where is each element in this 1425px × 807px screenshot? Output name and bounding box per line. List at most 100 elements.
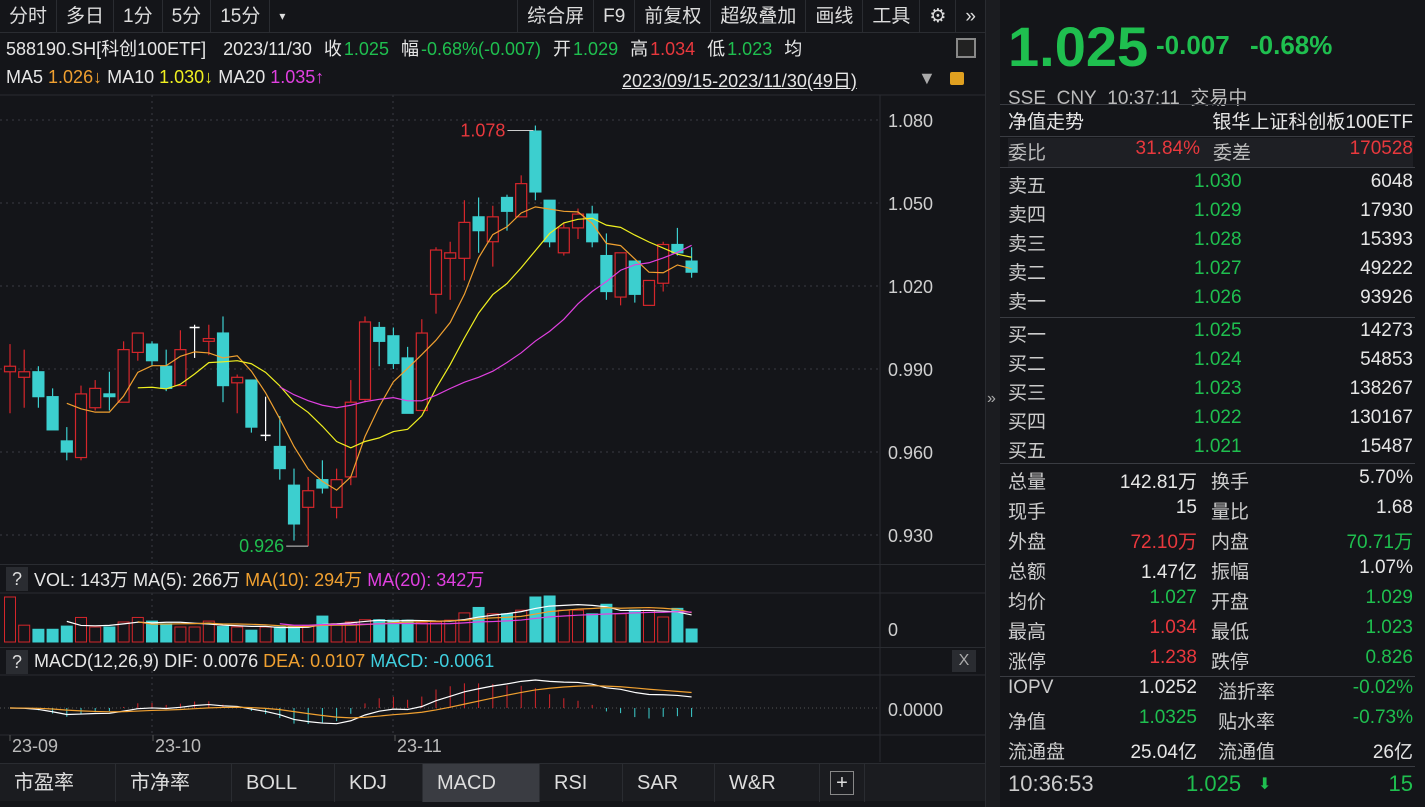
bid-level-row[interactable]: 买一 1.025 14273 — [1008, 320, 1413, 349]
candle-body — [671, 243, 684, 254]
date: 2023/11/30 — [223, 39, 312, 59]
volume-bar — [628, 609, 641, 643]
candle-body — [642, 279, 656, 306]
candle-body — [60, 440, 73, 453]
indicator-tabs: 市盈率 市净率 BOLL KDJ MACD RSI SAR W&R + — [0, 763, 985, 802]
max-price-label: 1.078 — [460, 121, 505, 141]
candle-body — [444, 252, 457, 259]
tab-macd[interactable]: MACD — [423, 764, 540, 802]
composite-screen-button[interactable]: 综合屏 — [517, 0, 593, 33]
volume-bar — [515, 609, 528, 643]
candle-body — [458, 221, 471, 259]
tick-price: 1.025 — [1186, 771, 1242, 796]
period-dropdown-icon[interactable]: ▾ — [279, 8, 286, 23]
candle-body — [429, 249, 443, 295]
bid-level-row[interactable]: 买四 1.022 130167 — [1008, 407, 1413, 436]
close-label: 收 — [323, 39, 342, 59]
tab-5min[interactable]: 5分 — [163, 0, 212, 33]
draw-line-button[interactable]: 画线 — [805, 0, 862, 33]
macd-axis-label: 0.0000 — [888, 700, 943, 720]
tab-sar[interactable]: SAR — [623, 764, 715, 802]
level-volume: 17930 — [1360, 200, 1413, 221]
ask-level-row[interactable]: 卖二 1.027 49222 — [1008, 258, 1413, 287]
change-label: 幅 — [400, 39, 419, 59]
tab-pe[interactable]: 市盈率 — [0, 764, 116, 802]
macd-dea: DEA: 0.0107 — [263, 651, 366, 671]
candle-body — [287, 484, 301, 525]
volume-bar — [103, 626, 116, 643]
window-icon[interactable] — [956, 38, 976, 58]
candle-body — [46, 396, 59, 431]
stat-label: 涨停 — [1008, 652, 1047, 673]
tab-boll[interactable]: BOLL — [232, 764, 335, 802]
price-tick-label: 0.960 — [888, 443, 933, 463]
date-tick-label: 23-11 — [397, 736, 442, 756]
tab-rsi[interactable]: RSI — [540, 764, 623, 802]
ask-level-row[interactable]: 卖四 1.029 17930 — [1008, 200, 1413, 229]
price-change: -0.007 — [1156, 30, 1230, 60]
close-macd-pane-button[interactable]: X — [952, 650, 976, 672]
stat-value: 72.10万 — [1130, 532, 1197, 553]
collapse-chevron-icon[interactable]: » — [987, 390, 996, 407]
candle-body — [202, 337, 215, 342]
double-chevron-right-icon[interactable]: » — [955, 0, 985, 33]
overlay-button[interactable]: 超级叠加 — [710, 0, 805, 33]
range-dropdown-icon[interactable]: ▼ — [918, 68, 936, 88]
nav-trend-link[interactable]: 净值走势 银华上证科创板100ETF — [1008, 107, 1413, 136]
volume-bar — [614, 613, 627, 643]
ask-level-row[interactable]: 卖五 1.030 6048 — [1008, 171, 1413, 200]
tab-wr[interactable]: W&R — [715, 764, 820, 802]
macd-name: MACD(12,26,9) — [34, 651, 160, 671]
ma10-label: MA10 — [107, 67, 155, 87]
etf-row: 净值 1.0325 贴水率 -0.73% — [1008, 707, 1413, 736]
level-label: 卖二 — [1008, 263, 1047, 284]
candle-body — [628, 260, 641, 295]
volume-bar — [174, 626, 187, 643]
tab-15min[interactable]: 15分 — [211, 0, 271, 33]
volume-bar — [572, 609, 584, 643]
volume-bar — [472, 606, 485, 643]
volume-bar — [671, 607, 684, 643]
macd-help-button[interactable]: ? — [6, 649, 28, 674]
stat-value: 1.07% — [1359, 557, 1413, 578]
stat-label: IOPV — [1008, 677, 1054, 698]
stats-row: 最高 1.034 最低 1.023 — [1008, 617, 1413, 646]
tools-button[interactable]: 工具 — [862, 0, 919, 33]
volume-bar — [330, 623, 343, 643]
bid-level-row[interactable]: 买二 1.024 54853 — [1008, 349, 1413, 378]
add-indicator-button[interactable]: + — [820, 764, 865, 802]
bid-level-row[interactable]: 买三 1.023 138267 — [1008, 378, 1413, 407]
ask-level-row[interactable]: 卖三 1.028 15393 — [1008, 229, 1413, 258]
level-volume: 138267 — [1349, 378, 1413, 399]
ask-level-row[interactable]: 卖一 1.026 93926 — [1008, 287, 1413, 316]
tab-multiday[interactable]: 多日 — [57, 0, 115, 33]
bid-level-row[interactable]: 买五 1.021 15487 — [1008, 436, 1413, 465]
tab-kdj[interactable]: KDJ — [335, 764, 423, 802]
tab-fenshi[interactable]: 分时 — [0, 0, 58, 33]
lock-icon[interactable] — [950, 72, 964, 85]
candle-body — [145, 343, 159, 362]
stat-value: 1.68 — [1376, 497, 1413, 518]
vol-ma10: MA(10): 294万 — [245, 569, 363, 590]
volume-bar — [657, 616, 670, 643]
candle-body — [131, 332, 144, 353]
min-price-label: 0.926 — [239, 536, 284, 556]
panel-splitter[interactable]: » — [985, 0, 1000, 807]
candle-body — [32, 371, 45, 398]
gear-icon[interactable]: ⚙ — [919, 0, 955, 33]
chart-toolbar: 分时 多日 1分 5分 15分 ▾ 综合屏 F9 前复权 超级叠加 画线 工具 … — [0, 0, 985, 33]
stat-value: -0.02% — [1352, 677, 1413, 698]
level-volume: 15393 — [1360, 229, 1413, 250]
candle-body — [586, 213, 599, 243]
tab-pb[interactable]: 市净率 — [116, 764, 232, 802]
volume-help-button[interactable]: ? — [6, 566, 28, 591]
forward-adjust-button[interactable]: 前复权 — [634, 0, 710, 33]
stat-label: 跌停 — [1211, 652, 1250, 673]
f9-button[interactable]: F9 — [593, 0, 634, 33]
date-range-selector[interactable]: 2023/09/15-2023/11/30(49日) — [622, 71, 857, 91]
candle-body — [231, 376, 244, 384]
kline-chart[interactable]: 1.080 1.050 1.020 0.990 0.960 0.930 1.078 0.926… — [0, 0, 985, 763]
avg-label: 均 — [784, 39, 803, 59]
tab-1min[interactable]: 1分 — [114, 0, 163, 33]
volume-bar — [245, 629, 258, 643]
